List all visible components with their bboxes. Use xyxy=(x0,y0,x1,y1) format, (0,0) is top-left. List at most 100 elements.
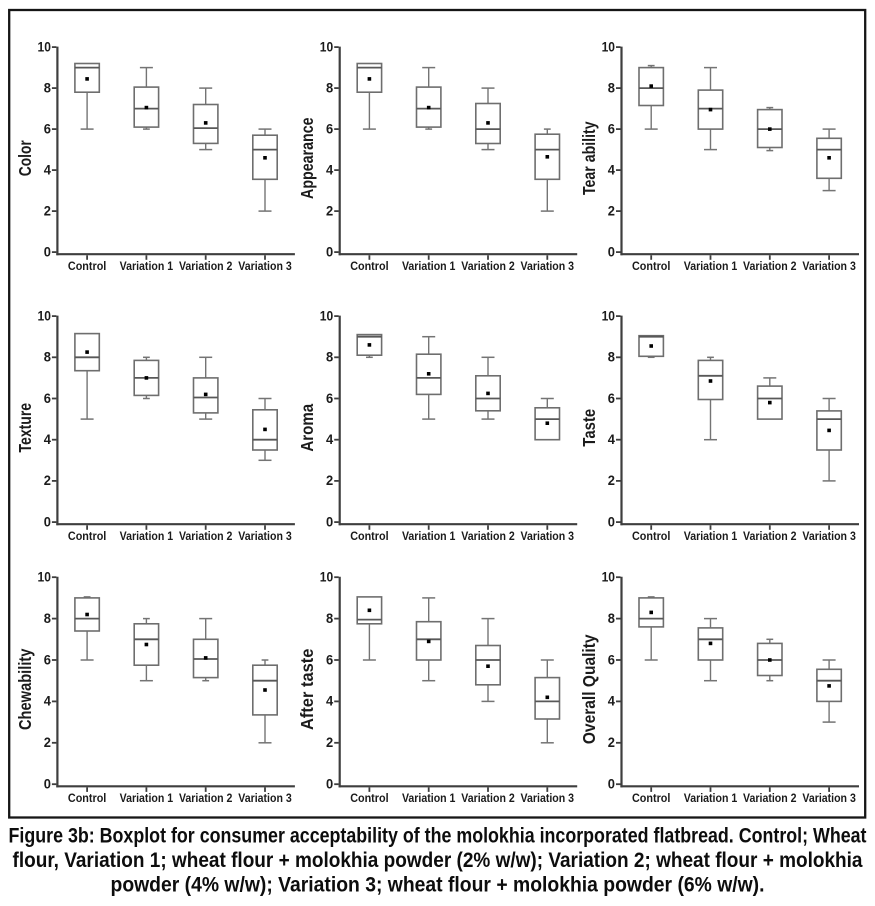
svg-text:4: 4 xyxy=(44,693,51,709)
svg-text:8: 8 xyxy=(44,610,51,626)
svg-text:Variation 2: Variation 2 xyxy=(179,529,233,543)
svg-text:Variation 3: Variation 3 xyxy=(238,791,292,805)
svg-text:0: 0 xyxy=(44,243,51,259)
svg-text:2: 2 xyxy=(608,734,615,750)
svg-text:6: 6 xyxy=(44,390,51,406)
svg-text:Variation 2: Variation 2 xyxy=(743,259,797,273)
svg-text:Variation 1: Variation 1 xyxy=(684,529,738,543)
svg-text:10: 10 xyxy=(602,38,616,54)
svg-text:Variation 1: Variation 1 xyxy=(402,529,456,543)
svg-text:Control: Control xyxy=(632,259,670,273)
svg-text:10: 10 xyxy=(602,569,616,585)
svg-text:Variation 2: Variation 2 xyxy=(461,529,515,543)
svg-text:6: 6 xyxy=(326,120,333,136)
svg-text:Variation 1: Variation 1 xyxy=(120,529,174,543)
svg-text:4: 4 xyxy=(608,431,615,447)
svg-text:Variation 3: Variation 3 xyxy=(521,791,575,805)
svg-text:10: 10 xyxy=(38,38,52,54)
svg-text:Variation 3: Variation 3 xyxy=(802,791,856,805)
svg-text:Appearance: Appearance xyxy=(297,117,317,199)
svg-text:Variation 2: Variation 2 xyxy=(461,259,515,273)
svg-text:After taste: After taste xyxy=(297,648,317,730)
svg-text:flour, Variation 1; wheat flou: flour, Variation 1; wheat flour + molokh… xyxy=(13,849,863,872)
svg-text:Control: Control xyxy=(350,259,388,273)
svg-text:4: 4 xyxy=(608,161,615,177)
svg-text:Variation 2: Variation 2 xyxy=(743,791,797,805)
svg-text:4: 4 xyxy=(326,693,333,709)
svg-text:Control: Control xyxy=(68,529,106,543)
svg-text:Taste: Taste xyxy=(579,409,599,447)
svg-text:Control: Control xyxy=(68,259,106,273)
svg-text:Variation 1: Variation 1 xyxy=(684,791,738,805)
svg-text:Variation 1: Variation 1 xyxy=(120,791,174,805)
svg-text:8: 8 xyxy=(44,79,51,95)
svg-text:2: 2 xyxy=(608,472,615,488)
svg-text:Aroma: Aroma xyxy=(297,404,317,452)
svg-text:4: 4 xyxy=(44,431,51,447)
svg-text:2: 2 xyxy=(326,202,333,218)
svg-text:Variation 3: Variation 3 xyxy=(521,529,575,543)
svg-text:2: 2 xyxy=(326,734,333,750)
svg-text:10: 10 xyxy=(38,569,52,585)
svg-text:Tear ability: Tear ability xyxy=(579,121,599,195)
svg-text:Control: Control xyxy=(68,791,106,805)
svg-text:4: 4 xyxy=(608,693,615,709)
svg-text:2: 2 xyxy=(326,472,333,488)
svg-text:4: 4 xyxy=(326,161,333,177)
svg-text:Variation 2: Variation 2 xyxy=(179,259,233,273)
svg-text:Overall Quality: Overall Quality xyxy=(579,634,599,744)
svg-text:0: 0 xyxy=(44,513,51,529)
svg-text:Variation 3: Variation 3 xyxy=(521,259,575,273)
svg-text:Variation 1: Variation 1 xyxy=(120,259,174,273)
svg-text:2: 2 xyxy=(44,734,51,750)
svg-text:0: 0 xyxy=(608,513,615,529)
svg-text:Variation 3: Variation 3 xyxy=(238,529,292,543)
svg-text:6: 6 xyxy=(608,651,615,667)
svg-text:8: 8 xyxy=(608,610,615,626)
svg-text:Chewability: Chewability xyxy=(15,648,35,730)
svg-text:10: 10 xyxy=(320,307,334,323)
svg-text:6: 6 xyxy=(44,120,51,136)
svg-text:Variation 2: Variation 2 xyxy=(179,791,233,805)
svg-text:0: 0 xyxy=(326,776,333,792)
svg-text:powder (4% w/w); Variation 3;: powder (4% w/w); Variation 3; wheat flou… xyxy=(111,874,765,897)
svg-text:Control: Control xyxy=(350,529,388,543)
svg-text:Variation 2: Variation 2 xyxy=(743,529,797,543)
svg-text:6: 6 xyxy=(608,120,615,136)
svg-text:0: 0 xyxy=(44,776,51,792)
svg-text:Variation 2: Variation 2 xyxy=(461,791,515,805)
svg-text:10: 10 xyxy=(320,38,334,54)
svg-text:8: 8 xyxy=(608,79,615,95)
svg-text:0: 0 xyxy=(326,513,333,529)
svg-text:Variation 3: Variation 3 xyxy=(802,529,856,543)
svg-text:0: 0 xyxy=(608,243,615,259)
svg-text:2: 2 xyxy=(44,202,51,218)
svg-text:2: 2 xyxy=(44,472,51,488)
svg-text:6: 6 xyxy=(326,390,333,406)
svg-text:10: 10 xyxy=(602,307,616,323)
svg-text:Variation 3: Variation 3 xyxy=(802,259,856,273)
svg-text:8: 8 xyxy=(326,79,333,95)
svg-text:Variation 1: Variation 1 xyxy=(402,791,456,805)
svg-text:0: 0 xyxy=(608,776,615,792)
svg-text:8: 8 xyxy=(326,349,333,365)
svg-text:2: 2 xyxy=(608,202,615,218)
svg-text:Variation 3: Variation 3 xyxy=(238,259,292,273)
svg-text:8: 8 xyxy=(608,349,615,365)
svg-text:10: 10 xyxy=(320,569,334,585)
svg-text:6: 6 xyxy=(326,651,333,667)
svg-text:0: 0 xyxy=(326,243,333,259)
svg-text:Variation 1: Variation 1 xyxy=(684,259,738,273)
svg-text:8: 8 xyxy=(44,349,51,365)
svg-text:8: 8 xyxy=(326,610,333,626)
svg-text:Control: Control xyxy=(632,529,670,543)
svg-text:Color: Color xyxy=(15,140,35,176)
svg-text:4: 4 xyxy=(44,161,51,177)
svg-text:Texture: Texture xyxy=(15,403,35,453)
svg-text:4: 4 xyxy=(326,431,333,447)
svg-text:Figure 3b: Boxplot for consume: Figure 3b: Boxplot for consumer acceptab… xyxy=(9,825,867,848)
svg-text:6: 6 xyxy=(44,651,51,667)
svg-text:10: 10 xyxy=(38,307,52,323)
svg-text:Variation 1: Variation 1 xyxy=(402,259,456,273)
svg-text:6: 6 xyxy=(608,390,615,406)
